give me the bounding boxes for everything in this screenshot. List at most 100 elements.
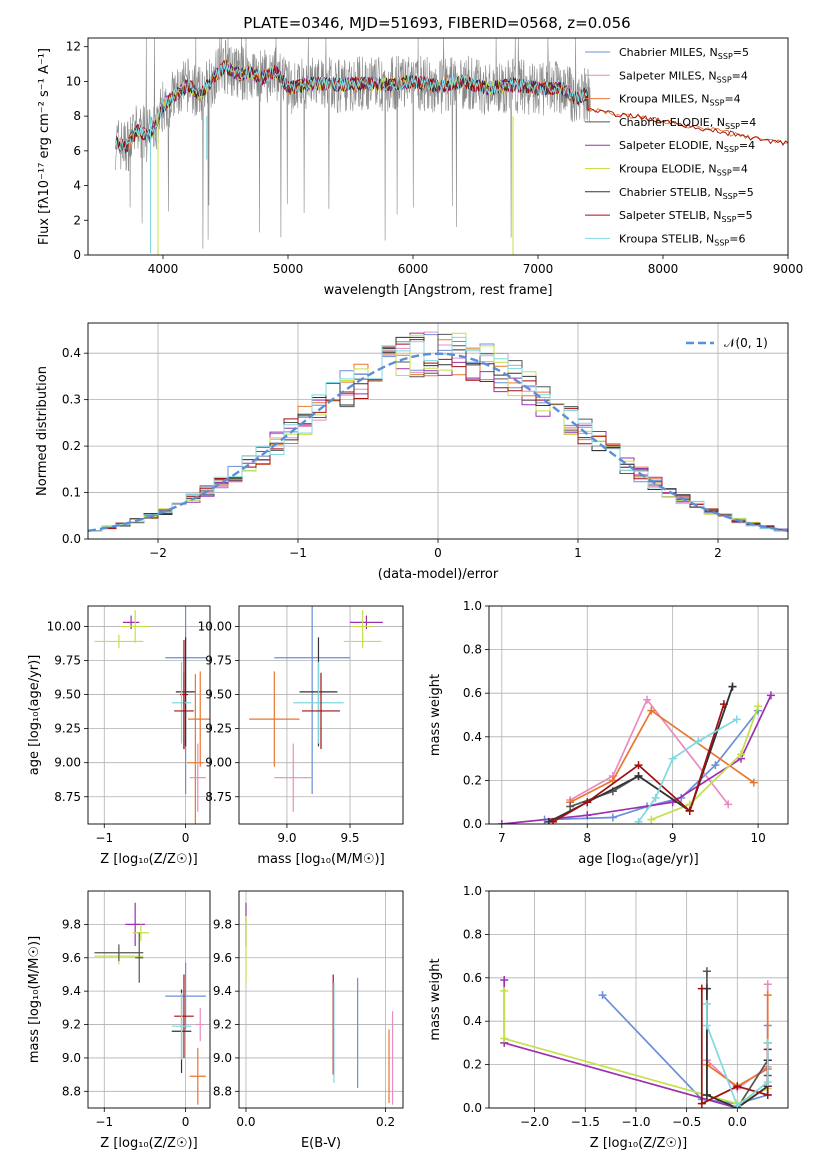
mass-weight-marker (763, 991, 772, 1000)
y-tick-label: 1.0 (463, 884, 482, 898)
x-tick-label: −2 (149, 546, 167, 560)
legend-nssp-sub: SSP (725, 122, 740, 131)
mass-weight-series (647, 702, 763, 824)
y-tick-label: 9.6 (62, 951, 81, 965)
y-tick-label: 9.4 (62, 984, 81, 998)
legend-entry: Salpeter MILES, NSSP=4 (619, 69, 748, 84)
x-tick-label: −2.0 (520, 1115, 549, 1129)
mass-weight-series (598, 991, 772, 1108)
y-axis-label: Flux [fλ10⁻¹⁷ erg cm⁻² s⁻¹ A⁻¹] (37, 48, 52, 245)
mass-weight-marker (643, 695, 652, 704)
legend-nssp-prefix: , N (701, 69, 716, 82)
errorbar-point (122, 615, 140, 630)
errorbar-point (94, 944, 144, 962)
y-tick-label: 0.8 (463, 927, 482, 941)
mass-weight-series (702, 999, 772, 1108)
errorbar-point (274, 606, 351, 795)
legend-nssp-value: 5 (742, 46, 749, 59)
chart-residuals: −2 −1 0 1 2 0.0 0.1 0.2 0.3 0.4 (data-model)/error… (35, 322, 789, 582)
legend-nssp-value: 5 (746, 209, 753, 222)
x-axis-label: Z [log₁₀(Z/Z☉)] (590, 1136, 687, 1151)
mass-weight-line (548, 686, 734, 823)
legend-nssp-value: 5 (747, 186, 754, 199)
legend-entry: Chabrier MILES, NSSP=5 (619, 46, 749, 61)
legend-nssp-sub: SSP (724, 145, 739, 154)
x-tick-label: 6000 (398, 262, 429, 276)
y-tick-label: 9.00 (205, 756, 232, 770)
legend-nssp-sub: SSP (709, 99, 724, 108)
legend-nssp-prefix: , N (709, 139, 724, 152)
y-axis-label: age [log₁₀(age/yr)] (27, 655, 42, 776)
errorbar-point (187, 674, 204, 824)
legend-imf: Kroupa (619, 93, 658, 106)
legend-nssp-sub: SSP (714, 238, 729, 247)
x-tick-label: −1 (95, 831, 113, 845)
y-tick-label: 9.0 (62, 1051, 81, 1065)
y-tick-label: 9.25 (54, 722, 81, 736)
y-tick-label: 0.2 (463, 773, 482, 787)
legend-entry: Salpeter STELIB, NSSP=5 (619, 209, 753, 224)
chart-spectrum: 4000 5000 6000 7000 8000 9000 0 2 4 6 8 10 12 wavelen… (37, 37, 804, 298)
errorbar-point (274, 743, 313, 812)
x-tick-label: −0.5 (672, 1115, 701, 1129)
y-axis-label: Normed distribution (35, 366, 50, 496)
mass-weight-marker (647, 815, 656, 824)
mass-weight-marker (763, 1077, 772, 1086)
y-tick-label: 0.4 (463, 1014, 482, 1028)
legend-nssp-sub: SSP (723, 192, 738, 201)
axes-frame (238, 890, 404, 1109)
x-tick-label: 9000 (773, 262, 804, 276)
mass-weight-marker (719, 700, 728, 709)
plot-area (115, 38, 788, 255)
y-tick-label: 10.00 (198, 619, 232, 633)
legend-nssp-value: 4 (741, 69, 748, 82)
y-tick-label: 8.8 (213, 1084, 232, 1098)
y-tick-label: 0.0 (463, 817, 482, 831)
x-tick-label: −1.0 (621, 1115, 650, 1129)
errorbar-point (196, 1007, 205, 1042)
mass-weight-marker (500, 1034, 509, 1043)
plot-area (500, 967, 772, 1108)
mass-weight-line (544, 710, 759, 821)
model-spectrum-line (115, 60, 588, 152)
errorbar-point (293, 661, 344, 744)
legend-nssp-eq: = (736, 209, 745, 222)
mass-weight-marker (702, 1021, 711, 1030)
legend-nssp-value: 4 (741, 163, 748, 176)
mass-weight-marker (500, 986, 509, 995)
legend-nssp-value: 4 (748, 139, 755, 152)
legend-nssp-prefix: , N (701, 163, 716, 176)
legend-nssp-eq: = (732, 163, 741, 176)
mass-weight-marker (697, 1099, 706, 1108)
legend-imf: Salpeter (619, 209, 666, 222)
legend-nssp-eq: = (733, 46, 742, 59)
x-axis-label: wavelength [Angstrom, rest frame] (324, 283, 553, 298)
legend-nssp-sub: SSP (717, 75, 732, 84)
mass-weight-marker (754, 702, 763, 711)
x-tick-label: 7000 (523, 262, 554, 276)
x-tick-label: 4000 (148, 262, 179, 276)
legend-nssp-value: 4 (734, 93, 741, 106)
y-axis-label: mass weight (428, 958, 443, 1040)
y-tick-label: 0.6 (463, 971, 482, 985)
x-axis-label: Z [log₁₀(Z/Z☉)] (100, 1136, 197, 1151)
mass-weight-marker (634, 817, 643, 824)
legend-library: ELODIE (669, 139, 709, 152)
legend-library: MILES (661, 93, 694, 106)
y-tick-label: 8 (73, 109, 81, 123)
errorbar-point (189, 743, 206, 812)
mass-weight-marker (668, 754, 677, 763)
mass-weight-marker (702, 1090, 711, 1099)
y-tick-label: 9.8 (62, 917, 81, 931)
errorbar-point (135, 932, 144, 983)
y-tick-label: 9.50 (54, 688, 81, 702)
legend-entry: Kroupa STELIB, NSSP=6 (619, 232, 745, 247)
mass-weight-marker (583, 811, 592, 820)
mass-weight-marker (634, 772, 643, 781)
mass-weight-marker (549, 817, 558, 824)
axes-frame (488, 605, 789, 825)
residual-histogram (88, 339, 788, 532)
observed-spectrum (115, 38, 591, 249)
x-tick-label: 0 (182, 1115, 190, 1129)
